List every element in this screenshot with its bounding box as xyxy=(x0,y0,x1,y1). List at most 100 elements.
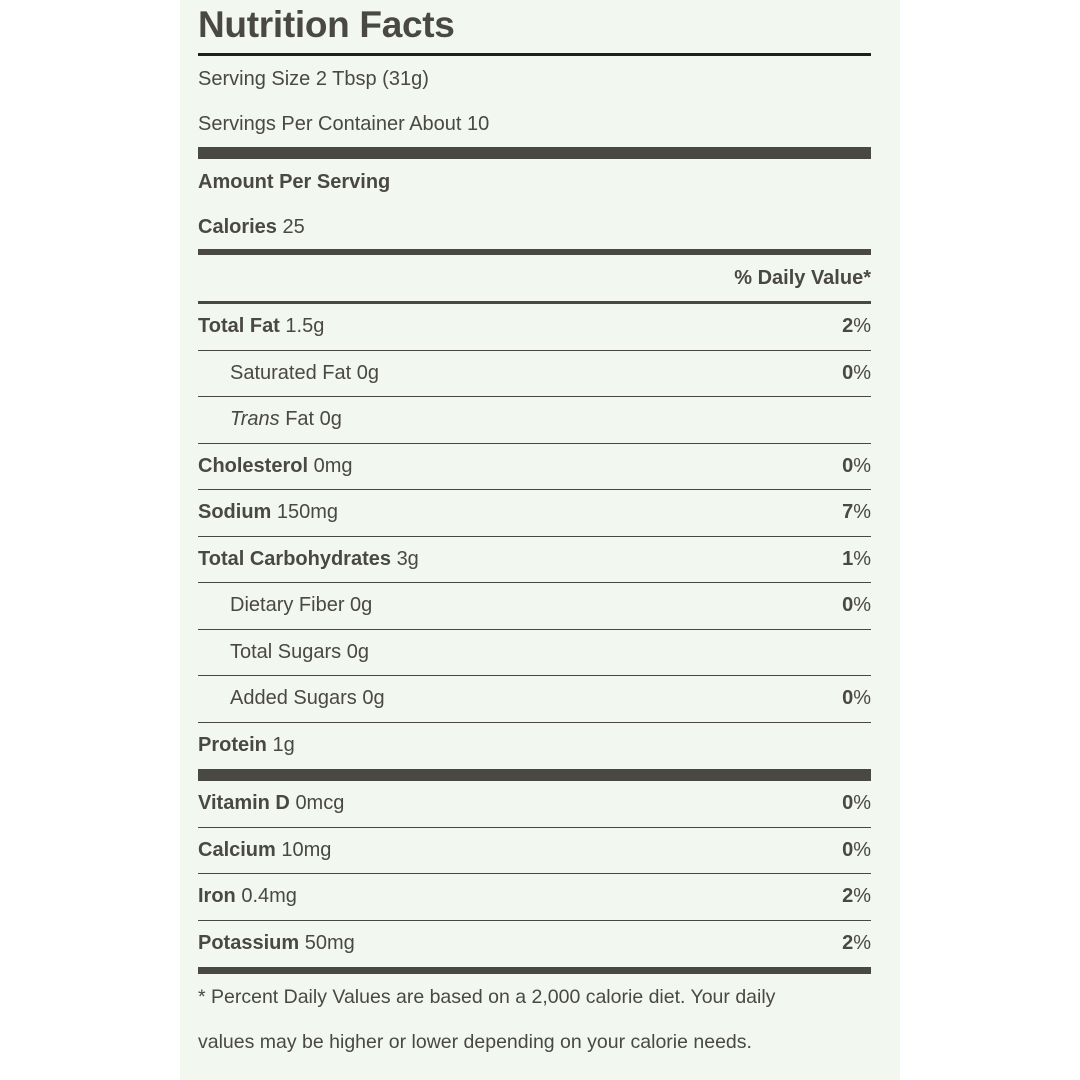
percent-sign: % xyxy=(853,547,871,570)
nutrient-label: Vitamin D 0mcg xyxy=(198,792,344,815)
nutrient-row: Added Sugars 0g 0% xyxy=(198,676,871,723)
footnote-line: * Percent Daily Values are based on a 2,… xyxy=(198,986,776,1008)
nutrient-row: Trans Fat 0g xyxy=(198,397,871,444)
daily-value-number: 2 xyxy=(842,315,854,338)
nutrient-label: Added Sugars 0g xyxy=(230,687,385,710)
daily-value: 2% xyxy=(842,885,871,908)
nutrient-label: Sodium 150mg xyxy=(198,501,338,524)
calories-value: 25 xyxy=(282,215,305,238)
nutrient-name: Iron xyxy=(198,885,236,908)
daily-value: 7% xyxy=(842,501,871,524)
nutrition-panel: Nutrition Facts Serving Size 2 Tbsp (31g… xyxy=(180,0,900,1080)
nutrient-name: Total Sugars xyxy=(230,640,342,663)
daily-value: 2% xyxy=(842,315,871,338)
daily-value: 0% xyxy=(842,362,871,385)
serving-size: Serving Size 2 Tbsp (31g) xyxy=(198,56,871,102)
daily-value-number: 1 xyxy=(842,547,854,570)
nutrient-row: Vitamin D 0mcg 0% xyxy=(198,781,871,828)
calories-label: Calories xyxy=(198,215,277,238)
nutrient-label: Total Carbohydrates 3g xyxy=(198,548,419,571)
daily-value: 0% xyxy=(842,455,871,478)
nutrient-name: Calcium xyxy=(198,838,276,861)
nutrient-row: Calcium 10mg 0% xyxy=(198,828,871,874)
daily-value: 0% xyxy=(842,594,871,617)
servings-text: Servings Per Container About 10 xyxy=(198,113,490,135)
percent-sign: % xyxy=(853,454,871,477)
nutrient-amount: 0g xyxy=(346,640,369,663)
nutrient-row: Total Carbohydrates 3g 1% xyxy=(198,537,871,583)
calories-row: Calories 25 xyxy=(198,205,871,249)
nutrient-name: Trans xyxy=(230,408,280,431)
divider-thick xyxy=(198,147,871,159)
daily-value-number: 2 xyxy=(842,932,854,955)
nutrient-amount: 1.5g xyxy=(285,315,325,338)
percent-sign: % xyxy=(853,315,871,338)
percent-sign: % xyxy=(853,361,871,384)
daily-value: 1% xyxy=(842,548,871,571)
nutrient-name: Vitamin D xyxy=(198,792,290,815)
nutrient-amount: 0g xyxy=(362,687,385,710)
nutrient-row: Total Fat 1.5g 2% xyxy=(198,304,871,351)
daily-value-number: 0 xyxy=(842,838,854,861)
nutrient-amount: 50mg xyxy=(304,932,355,955)
daily-value-number: 0 xyxy=(842,594,854,617)
daily-value-header: % Daily Value* xyxy=(198,255,871,301)
nutrient-label: Saturated Fat 0g xyxy=(230,362,379,385)
daily-value-number: 2 xyxy=(842,885,854,908)
nutrient-row: Protein 1g xyxy=(198,723,871,770)
daily-value: 0% xyxy=(842,839,871,862)
nutrient-name: Total Carbohydrates xyxy=(198,547,391,570)
daily-value: 0% xyxy=(842,792,871,815)
nutrient-row: Potassium 50mg 2% xyxy=(198,921,871,968)
divider xyxy=(198,53,871,56)
nutrient-name: Potassium xyxy=(198,932,300,955)
nutrient-amount: 150mg xyxy=(276,501,339,524)
nutrient-amount: 1g xyxy=(272,734,295,757)
nutrient-label: Iron 0.4mg xyxy=(198,885,297,908)
amount-per-serving-text: Amount Per Serving xyxy=(198,170,391,193)
nutrient-label: Total Fat 1.5g xyxy=(198,315,324,338)
nutrient-row: Total Sugars 0g xyxy=(198,630,871,676)
nutrient-row: Saturated Fat 0g 0% xyxy=(198,351,871,397)
nutrient-amount: 0g xyxy=(356,361,379,384)
servings-per-container: Servings Per Container About 10 xyxy=(198,102,871,147)
nutrient-label: Dietary Fiber 0g xyxy=(230,594,372,617)
nutrient-amount: 0mg xyxy=(313,454,353,477)
daily-value: 2% xyxy=(842,932,871,955)
percent-sign: % xyxy=(853,792,871,815)
nutrient-label: Total Sugars 0g xyxy=(230,641,369,664)
nutrient-amount: 0g xyxy=(350,594,373,617)
nutrient-name: Protein xyxy=(198,734,267,757)
percent-sign: % xyxy=(853,501,871,524)
nutrient-label: Potassium 50mg xyxy=(198,932,355,955)
nutrient-amount: 3g xyxy=(396,547,419,570)
nutrient-name: Saturated Fat xyxy=(230,361,352,384)
footnote: * Percent Daily Values are based on a 2,… xyxy=(198,974,871,1065)
page-title: Nutrition Facts xyxy=(198,4,455,45)
percent-sign: % xyxy=(853,885,871,908)
daily-value: 0% xyxy=(842,687,871,710)
nutrient-row: Cholesterol 0mg 0% xyxy=(198,444,871,490)
nutrient-name: Total Fat xyxy=(198,315,280,338)
divider-medium xyxy=(198,249,871,255)
nutrient-label: Trans Fat 0g xyxy=(230,408,342,431)
nutrient-name: Sodium xyxy=(198,501,272,524)
daily-value-number: 0 xyxy=(842,687,854,710)
percent-sign: % xyxy=(853,594,871,617)
daily-value-header-text: % Daily Value* xyxy=(734,266,871,289)
percent-sign: % xyxy=(853,838,871,861)
nutrient-row: Sodium 150mg 7% xyxy=(198,490,871,537)
nutrient-name: Cholesterol xyxy=(198,454,309,477)
nutrient-amount: 0g xyxy=(319,408,342,431)
divider-thick xyxy=(198,967,871,974)
amount-per-serving: Amount Per Serving xyxy=(198,159,871,205)
divider-thick xyxy=(198,769,871,781)
nutrient-amount: 0mcg xyxy=(295,792,345,815)
percent-sign: % xyxy=(853,687,871,710)
daily-value-number: 0 xyxy=(842,454,854,477)
nutrient-row: Dietary Fiber 0g 0% xyxy=(198,583,871,630)
serving-size-text: Serving Size 2 Tbsp (31g) xyxy=(198,67,429,90)
nutrition-facts-label: Nutrition Facts Serving Size 2 Tbsp (31g… xyxy=(198,0,871,1065)
nutrient-label: Calcium 10mg xyxy=(198,839,331,862)
footnote-line: values may be higher or lower depending … xyxy=(198,1031,752,1053)
